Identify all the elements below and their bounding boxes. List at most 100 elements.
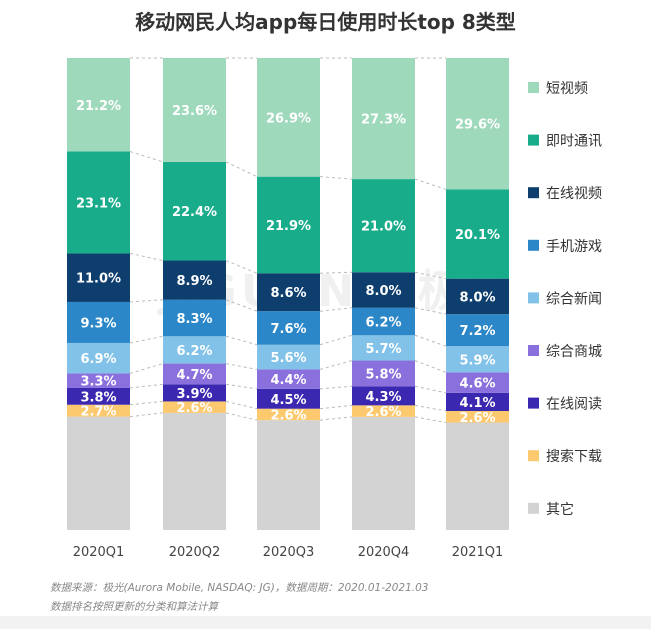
bar-segment bbox=[67, 387, 130, 405]
bar-segment bbox=[163, 363, 226, 385]
x-tick-label: 2020Q4 bbox=[358, 545, 410, 560]
connector-line bbox=[414, 271, 447, 280]
connector-line bbox=[129, 400, 164, 406]
data-label: 2.6% bbox=[365, 405, 401, 420]
x-tick-label: 2020Q3 bbox=[263, 545, 315, 560]
legend-swatch bbox=[528, 82, 539, 93]
bar-segment bbox=[163, 161, 226, 261]
bar-segment bbox=[446, 422, 509, 530]
connector-line bbox=[225, 363, 258, 370]
bottom-band bbox=[0, 616, 651, 629]
data-label: 4.1% bbox=[459, 396, 495, 411]
bar-segment bbox=[67, 151, 130, 254]
data-label: 2.7% bbox=[80, 405, 116, 420]
bar-segment bbox=[67, 404, 130, 417]
bar-segment bbox=[446, 392, 509, 412]
connector-line bbox=[319, 360, 353, 370]
data-label: 5.9% bbox=[459, 353, 495, 368]
bar-segment bbox=[446, 411, 509, 423]
connector-line bbox=[414, 178, 447, 190]
bar-segment bbox=[352, 335, 415, 361]
connector-line bbox=[414, 404, 447, 412]
bar-segment bbox=[446, 314, 509, 347]
connector-line bbox=[129, 335, 164, 344]
connector-line bbox=[319, 307, 353, 312]
data-label: 6.2% bbox=[365, 316, 401, 331]
bar-segment bbox=[446, 189, 509, 279]
bar-segment bbox=[257, 408, 320, 421]
data-label: 8.0% bbox=[365, 284, 401, 299]
data-label: 23.6% bbox=[172, 104, 217, 119]
data-label: 5.7% bbox=[365, 342, 401, 357]
chart-title: 移动网民人均app每日使用时长top 8类型 bbox=[135, 10, 516, 34]
connector-line bbox=[414, 385, 447, 394]
legend-swatch bbox=[528, 397, 539, 409]
legend-label: 在线视频 bbox=[546, 186, 602, 202]
footer-note: 数据排名按照更新的分类和算法计算 bbox=[50, 601, 218, 613]
legend-swatch bbox=[528, 187, 539, 199]
data-label: 9.3% bbox=[80, 316, 116, 331]
legend-label: 在线阅读 bbox=[546, 396, 602, 413]
connector-line bbox=[129, 151, 164, 163]
connector-line bbox=[414, 416, 447, 424]
segment-connectors bbox=[129, 57, 447, 424]
bar-segment bbox=[446, 58, 509, 190]
data-label: 6.2% bbox=[176, 344, 212, 359]
data-label: 20.1% bbox=[455, 228, 500, 243]
bar-segment bbox=[163, 401, 226, 413]
bar-segment bbox=[67, 301, 130, 343]
data-label: 11.0% bbox=[76, 272, 121, 287]
legend-label: 短视频 bbox=[546, 81, 588, 97]
data-label: 7.2% bbox=[459, 324, 495, 339]
data-label: 7.6% bbox=[270, 322, 306, 337]
bar-segment bbox=[67, 342, 130, 374]
bar-segment bbox=[163, 384, 226, 402]
connector-line bbox=[225, 299, 258, 312]
connector-line bbox=[414, 334, 447, 347]
data-label: 4.7% bbox=[176, 368, 212, 383]
connector-line bbox=[319, 176, 353, 180]
bar-segment bbox=[67, 58, 130, 152]
bar-segment bbox=[352, 405, 415, 417]
data-label: 26.9% bbox=[266, 111, 311, 126]
connector-line bbox=[129, 299, 164, 303]
data-label: 22.4% bbox=[172, 205, 217, 220]
bar-segment bbox=[163, 299, 226, 337]
bar-segment bbox=[257, 420, 320, 530]
legend-label: 其它 bbox=[546, 501, 574, 518]
data-label: 2.6% bbox=[270, 408, 306, 423]
legend-swatch bbox=[528, 345, 539, 356]
data-label: 2.6% bbox=[459, 411, 495, 426]
connector-line bbox=[319, 404, 353, 410]
data-label: 8.9% bbox=[176, 274, 212, 289]
connector-line bbox=[319, 271, 353, 274]
bar-segment bbox=[352, 179, 415, 273]
bar-segment bbox=[352, 416, 415, 530]
x-tick-label: 2021Q1 bbox=[452, 545, 504, 560]
data-label: 8.0% bbox=[459, 290, 495, 305]
bar-segment bbox=[352, 272, 415, 308]
bar-segment bbox=[352, 58, 415, 180]
connector-line bbox=[129, 412, 164, 418]
data-label: 21.2% bbox=[76, 99, 121, 114]
legend-swatch bbox=[528, 134, 539, 146]
legend-swatch bbox=[528, 239, 539, 251]
bar-segment bbox=[67, 373, 130, 388]
data-label: 4.6% bbox=[459, 377, 495, 392]
connector-line bbox=[225, 400, 258, 410]
legend-label: 综合商城 bbox=[546, 344, 602, 360]
data-label: 23.1% bbox=[76, 196, 121, 211]
connector-line bbox=[319, 416, 353, 421]
connector-line bbox=[225, 335, 258, 346]
data-label: 27.3% bbox=[361, 113, 406, 128]
legend-label: 搜索下载 bbox=[546, 448, 602, 465]
data-label: 21.9% bbox=[266, 219, 311, 234]
bar-segment bbox=[352, 360, 415, 387]
bar-segment bbox=[257, 176, 320, 274]
footer-source: 数据来源：极光(Aurora Mobile, NASDAQ: JG)，数据周期：… bbox=[50, 582, 429, 594]
bar-segment bbox=[67, 416, 130, 530]
connector-line bbox=[414, 307, 447, 315]
data-label: 21.0% bbox=[361, 220, 406, 235]
